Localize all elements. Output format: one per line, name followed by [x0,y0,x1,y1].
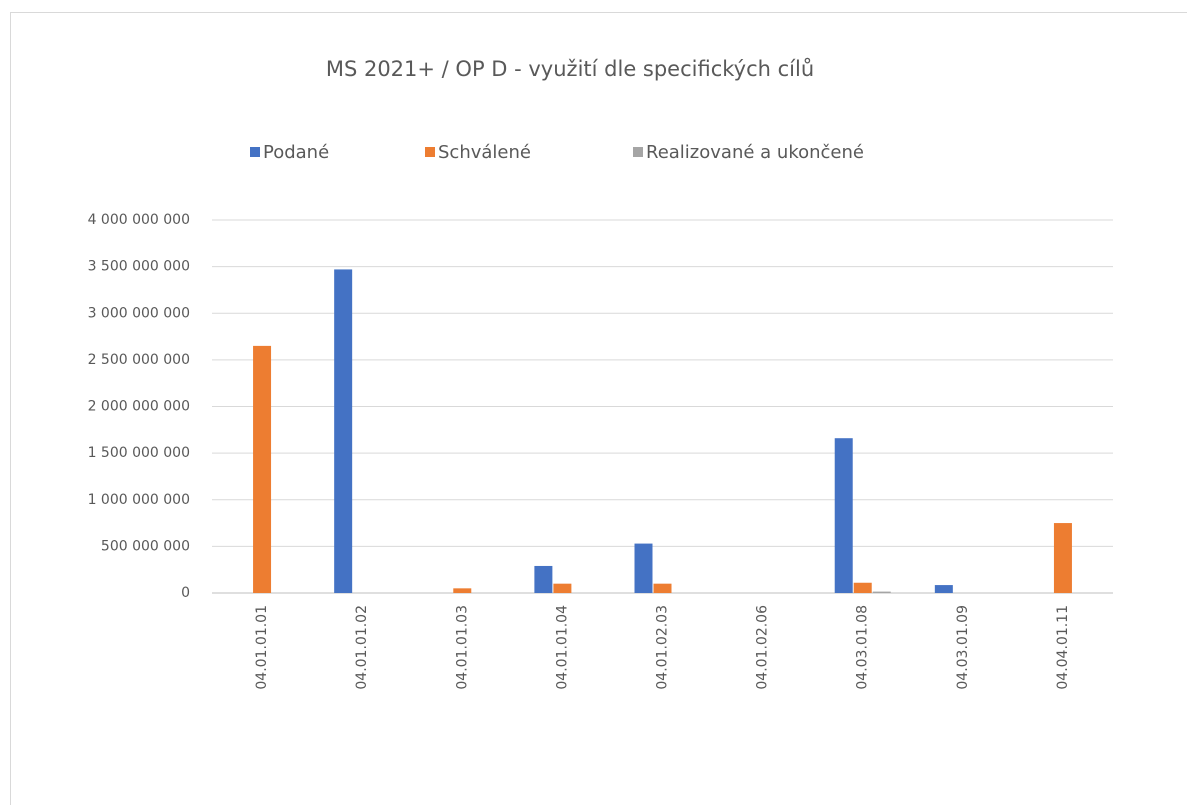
legend-label: Podané [263,142,329,163]
x-tick-label: 04.01.01.03 [454,605,470,690]
bar [853,582,872,593]
bar [253,345,272,593]
y-tick-label: 1 000 000 000 [88,492,190,508]
y-tick-label: 1 500 000 000 [88,445,190,461]
x-tick-label: 04.01.01.02 [354,605,370,690]
x-tick-label: 04.01.01.04 [554,605,570,690]
bar [1053,523,1072,593]
y-tick-label: 4 000 000 000 [88,212,190,228]
y-tick-label: 0 [181,585,190,601]
y-tick-label: 3 000 000 000 [88,305,190,321]
y-tick-label: 2 000 000 000 [88,399,190,415]
bar [934,585,953,593]
bar [534,565,553,593]
legend-label: Realizované a ukončené [646,142,864,163]
x-tick-label: 04.03.01.08 [855,605,871,690]
legend-swatch [425,147,435,157]
bar [634,543,653,593]
bar [653,583,672,593]
bar [453,588,472,593]
y-tick-label: 500 000 000 [101,538,190,554]
x-tick-label: 04.01.02.06 [755,605,771,690]
x-tick-label: 04.01.01.01 [254,605,270,690]
x-tick-label: 04.03.01.09 [955,605,971,690]
x-tick-label: 04.04.01.11 [1055,605,1071,690]
legend-swatch [633,147,643,157]
x-tick-label: 04.01.02.03 [655,605,671,690]
bar [553,583,572,593]
chart-frame [10,12,1187,805]
legend-label: Schválené [438,142,531,163]
y-tick-label: 3 500 000 000 [88,259,190,275]
bar [334,269,353,593]
y-tick-label: 2 500 000 000 [88,352,190,368]
bar [834,438,853,593]
legend-swatch [250,147,260,157]
bar [872,591,891,593]
chart-title: MS 2021+ / OP D - využití dle specifický… [326,57,814,81]
